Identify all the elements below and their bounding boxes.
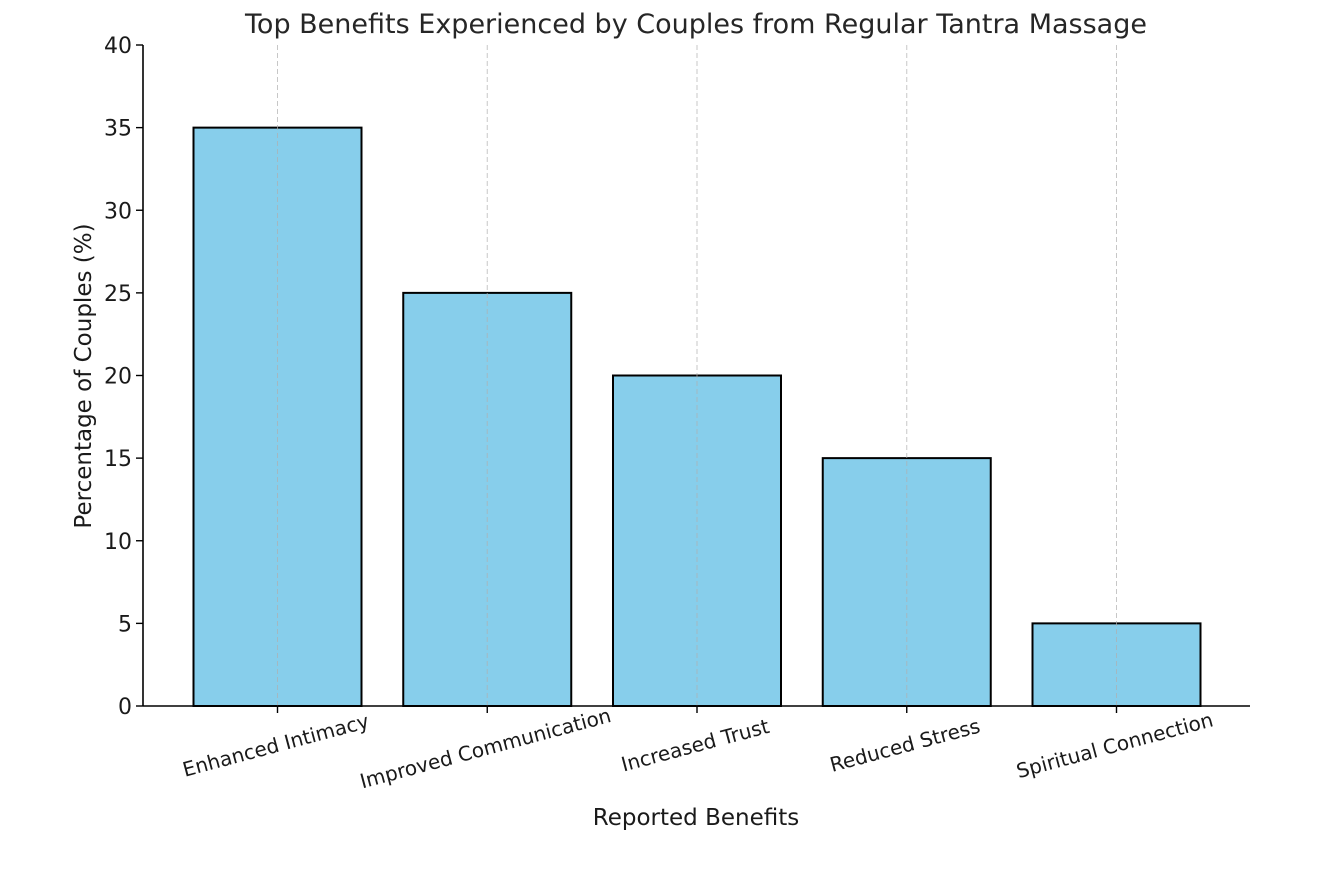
y-tick-label: 40 <box>104 34 132 59</box>
y-tick-label: 25 <box>104 282 132 307</box>
x-tick-label: Increased Trust <box>619 714 772 777</box>
y-tick-label: 10 <box>104 530 132 555</box>
y-tick-label: 30 <box>104 199 132 224</box>
x-tick-label: Enhanced Intimacy <box>180 709 372 782</box>
x-tick-label: Spiritual Connection <box>1014 707 1216 783</box>
y-axis-ticks: 0 5 10 15 20 25 30 35 40 <box>104 34 143 720</box>
x-tick-label: Improved Communication <box>357 703 613 793</box>
bar-improved-communication <box>402 291 573 707</box>
chart-title: Top Benefits Experienced by Couples from… <box>244 9 1147 40</box>
x-axis-title: Reported Benefits <box>593 805 799 831</box>
bars-group <box>192 45 1202 707</box>
y-tick-label: 35 <box>104 117 132 142</box>
y-tick-label: 5 <box>118 612 132 637</box>
y-tick-label: 20 <box>104 365 132 390</box>
y-axis-title: Percentage of Couples (%) <box>71 223 97 528</box>
y-tick-label: 15 <box>104 447 132 472</box>
y-tick-label: 0 <box>118 695 132 720</box>
x-tick-label: Reduced Stress <box>827 714 982 777</box>
